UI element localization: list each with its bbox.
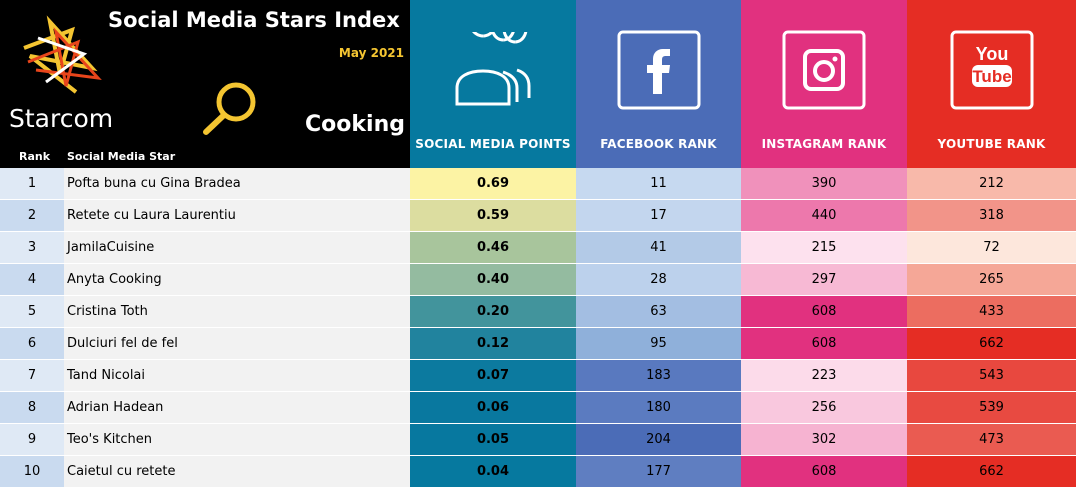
magnifier-icon — [203, 82, 256, 135]
points-cell: 0.59 — [410, 200, 576, 231]
star-name-cell: JamilaCuisine — [64, 232, 410, 263]
facebook-rank-cell: 28 — [576, 264, 741, 295]
star-name-cell: Caietul cu retete — [64, 456, 410, 487]
points-column-header: SOCIAL MEDIA POINTS — [410, 0, 576, 168]
instagram-rank-cell: 608 — [741, 328, 907, 359]
rank-cell: 6 — [0, 328, 64, 359]
page-title: Social Media Stars Index — [108, 8, 400, 32]
youtube-rank-cell: 662 — [907, 456, 1076, 487]
table-row: 5 Cristina Toth 0.20 63 608 433 — [0, 296, 1076, 328]
table-row: 7 Tand Nicolai 0.07 183 223 543 — [0, 360, 1076, 392]
rank-cell: 7 — [0, 360, 64, 391]
youtube-rank-cell: 543 — [907, 360, 1076, 391]
youtube-logo-tube: Tube — [972, 67, 1011, 86]
youtube-rank-cell: 318 — [907, 200, 1076, 231]
youtube-rank-cell: 473 — [907, 424, 1076, 455]
instagram-icon — [782, 30, 866, 110]
table-row: 4 Anyta Cooking 0.40 28 297 265 — [0, 264, 1076, 296]
facebook-rank-cell: 41 — [576, 232, 741, 263]
rank-column-header: Rank — [19, 150, 51, 163]
rank-cell: 10 — [0, 456, 64, 487]
table-row: 8 Adrian Hadean 0.06 180 256 539 — [0, 392, 1076, 424]
instagram-rank-cell: 608 — [741, 296, 907, 327]
instagram-rank-cell: 302 — [741, 424, 907, 455]
brand-header: Starcom Social Media Stars Index May 202… — [0, 0, 410, 168]
table-row: 3 JamilaCuisine 0.46 41 215 72 — [0, 232, 1076, 264]
facebook-rank-cell: 177 — [576, 456, 741, 487]
points-cell: 0.20 — [410, 296, 576, 327]
star-column-header: Social Media Star — [67, 150, 176, 163]
star-name-cell: Teo's Kitchen — [64, 424, 410, 455]
star-name-cell: Anyta Cooking — [64, 264, 410, 295]
instagram-rank-cell: 608 — [741, 456, 907, 487]
points-cell: 0.05 — [410, 424, 576, 455]
category-label: Cooking — [305, 112, 405, 137]
facebook-icon — [617, 30, 700, 110]
starcom-logo-text: Starcom — [9, 104, 114, 133]
instagram-rank-cell: 390 — [741, 168, 907, 199]
star-name-cell: Dulciuri fel de fel — [64, 328, 410, 359]
table-row: 2 Retete cu Laura Laurentiu 0.59 17 440 … — [0, 200, 1076, 232]
youtube-column-label: YOUTUBE RANK — [937, 137, 1046, 151]
rank-cell: 2 — [0, 200, 64, 231]
points-cell: 0.40 — [410, 264, 576, 295]
facebook-rank-cell: 180 — [576, 392, 741, 423]
points-cell: 0.06 — [410, 392, 576, 423]
table-row: 10 Caietul cu retete 0.04 177 608 662 — [0, 456, 1076, 488]
youtube-column-header: You Tube YOUTUBE RANK — [907, 0, 1076, 168]
rank-cell: 3 — [0, 232, 64, 263]
youtube-rank-cell: 212 — [907, 168, 1076, 199]
youtube-rank-cell: 433 — [907, 296, 1076, 327]
facebook-column-header: FACEBOOK RANK — [576, 0, 741, 168]
facebook-rank-cell: 95 — [576, 328, 741, 359]
facebook-rank-cell: 63 — [576, 296, 741, 327]
instagram-rank-cell: 223 — [741, 360, 907, 391]
rank-cell: 1 — [0, 168, 64, 199]
instagram-rank-cell: 297 — [741, 264, 907, 295]
instagram-rank-cell: 440 — [741, 200, 907, 231]
star-name-cell: Adrian Hadean — [64, 392, 410, 423]
rank-cell: 9 — [0, 424, 64, 455]
instagram-column-label: INSTAGRAM RANK — [761, 137, 887, 151]
points-cell: 0.46 — [410, 232, 576, 263]
points-cell: 0.04 — [410, 456, 576, 487]
points-column-label: SOCIAL MEDIA POINTS — [415, 137, 571, 151]
ranking-rows: 1 Pofta buna cu Gina Bradea 0.69 11 390 … — [0, 168, 1076, 488]
rank-cell: 8 — [0, 392, 64, 423]
people-icon — [455, 32, 531, 106]
star-name-cell: Cristina Toth — [64, 296, 410, 327]
youtube-rank-cell: 662 — [907, 328, 1076, 359]
table-row: 6 Dulciuri fel de fel 0.12 95 608 662 — [0, 328, 1076, 360]
instagram-rank-cell: 256 — [741, 392, 907, 423]
facebook-column-label: FACEBOOK RANK — [600, 137, 717, 151]
report-date: May 2021 — [338, 46, 404, 60]
youtube-rank-cell: 265 — [907, 264, 1076, 295]
youtube-logo-you: You — [975, 44, 1008, 64]
youtube-icon: You Tube — [950, 30, 1033, 110]
youtube-rank-cell: 539 — [907, 392, 1076, 423]
facebook-rank-cell: 204 — [576, 424, 741, 455]
points-cell: 0.12 — [410, 328, 576, 359]
youtube-rank-cell: 72 — [907, 232, 1076, 263]
table-row: 1 Pofta buna cu Gina Bradea 0.69 11 390 … — [0, 168, 1076, 200]
points-cell: 0.69 — [410, 168, 576, 199]
starcom-star-logo — [23, 15, 102, 94]
instagram-column-header: INSTAGRAM RANK — [741, 0, 907, 168]
rank-cell: 4 — [0, 264, 64, 295]
star-name-cell: Pofta buna cu Gina Bradea — [64, 168, 410, 199]
facebook-rank-cell: 183 — [576, 360, 741, 391]
instagram-rank-cell: 215 — [741, 232, 907, 263]
points-cell: 0.07 — [410, 360, 576, 391]
table-row: 9 Teo's Kitchen 0.05 204 302 473 — [0, 424, 1076, 456]
facebook-rank-cell: 11 — [576, 168, 741, 199]
rank-cell: 5 — [0, 296, 64, 327]
star-name-cell: Tand Nicolai — [64, 360, 410, 391]
facebook-rank-cell: 17 — [576, 200, 741, 231]
star-name-cell: Retete cu Laura Laurentiu — [64, 200, 410, 231]
